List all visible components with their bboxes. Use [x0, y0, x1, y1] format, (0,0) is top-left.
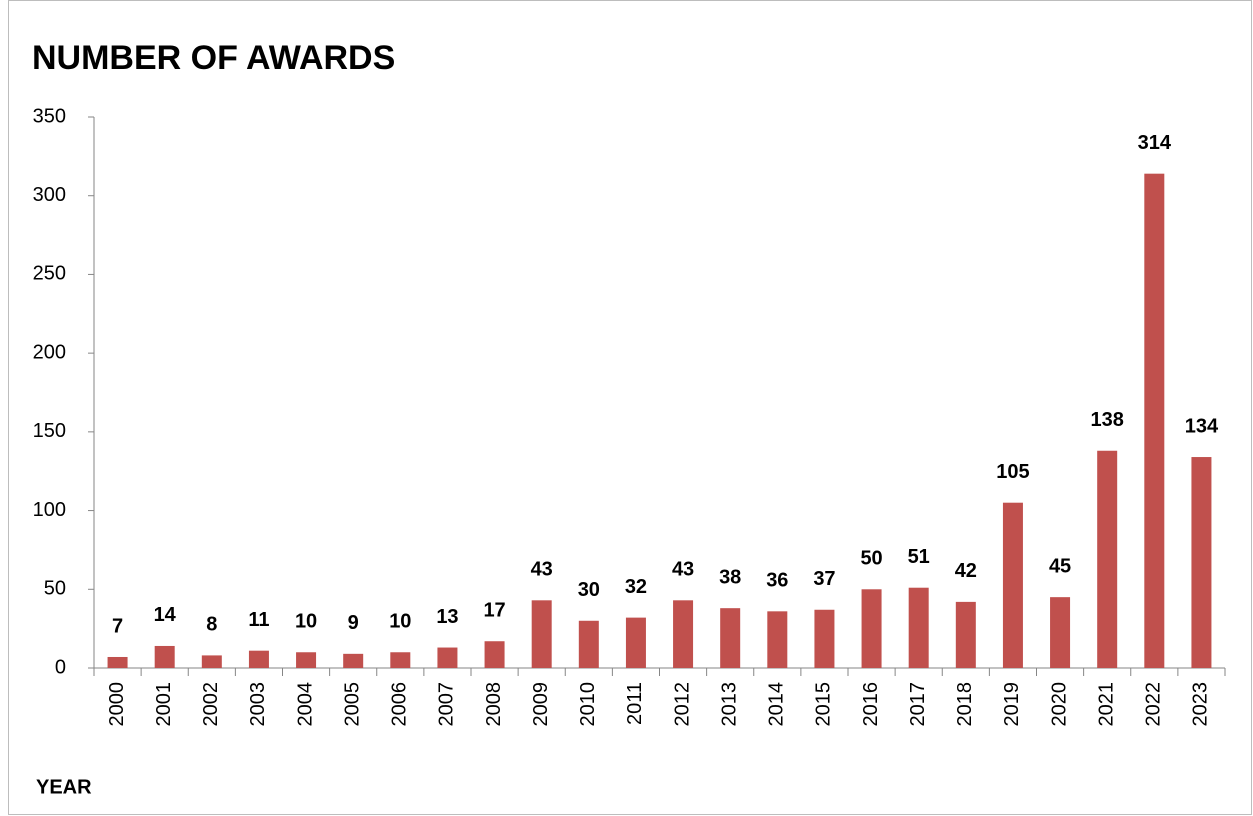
data-label: 10: [389, 611, 411, 633]
chart-title: NUMBER OF AWARDS: [32, 39, 395, 77]
bar: [625, 617, 646, 668]
bar: [248, 650, 269, 668]
bar: [201, 655, 222, 668]
bar: [390, 652, 411, 668]
y-tick-label: 300: [33, 184, 66, 206]
x-tick-label: 2015: [813, 682, 835, 727]
bar: [1191, 457, 1212, 668]
bar: [578, 620, 599, 668]
data-label: 134: [1185, 415, 1219, 437]
y-tick-label: 200: [33, 341, 66, 363]
bar: [1002, 502, 1023, 668]
x-tick-label: 2020: [1048, 682, 1070, 727]
bar: [814, 609, 835, 668]
data-label: 50: [860, 548, 882, 570]
bar: [484, 641, 505, 668]
y-tick-label: 50: [44, 578, 66, 600]
x-tick-label: 2022: [1143, 682, 1165, 727]
x-tick-label: 2013: [718, 682, 740, 727]
bar: [1050, 597, 1071, 668]
bar: [437, 647, 458, 668]
data-label: 9: [348, 612, 359, 634]
y-tick-label: 100: [33, 499, 66, 521]
bar: [296, 652, 317, 668]
bar: [1097, 450, 1118, 668]
x-tick-label: 2008: [483, 682, 505, 727]
x-tick-label: 2016: [860, 682, 882, 727]
x-tick-label: 2006: [389, 682, 411, 727]
x-tick-label: 2017: [907, 682, 929, 727]
bar: [343, 653, 364, 668]
bar: [673, 600, 694, 668]
x-tick-label: 2018: [954, 682, 976, 727]
data-label: 45: [1049, 555, 1071, 577]
x-tick-label: 2001: [153, 682, 175, 727]
data-label: 14: [154, 604, 177, 626]
x-tick-label: 2003: [247, 682, 269, 727]
x-tick-label: 2000: [106, 682, 128, 727]
bar: [908, 587, 929, 668]
data-label: 43: [672, 559, 694, 581]
data-label: 42: [955, 560, 977, 582]
data-label: 51: [908, 546, 930, 568]
data-label: 17: [483, 600, 505, 622]
data-label: 13: [436, 606, 458, 628]
x-tick-label: 2010: [577, 682, 599, 727]
x-tick-label: 2005: [341, 682, 363, 727]
bar: [955, 601, 976, 668]
data-label: 7: [112, 615, 123, 637]
y-tick-label: 350: [33, 105, 66, 127]
y-tick-label: 250: [33, 263, 66, 285]
bar: [720, 608, 741, 668]
data-label: 10: [295, 611, 317, 633]
bar: [767, 611, 788, 668]
x-axis-label: YEAR: [36, 776, 92, 798]
data-label: 8: [206, 614, 217, 636]
x-tick-label: 2004: [294, 682, 316, 727]
data-label: 43: [531, 559, 553, 581]
y-tick-label: 0: [55, 656, 66, 678]
x-tick-label: 2007: [436, 682, 458, 727]
bar: [107, 656, 128, 668]
x-tick-label: 2021: [1095, 682, 1117, 727]
x-tick-label: 2023: [1190, 682, 1212, 727]
bar: [154, 645, 175, 668]
data-label: 138: [1091, 409, 1124, 431]
x-tick-label: 2009: [530, 682, 552, 727]
y-tick-label: 150: [33, 420, 66, 442]
data-label: 105: [996, 461, 1029, 483]
bar: [531, 600, 552, 668]
chart-border: [8, 0, 1252, 815]
x-tick-label: 2014: [766, 682, 788, 727]
data-label: 37: [813, 568, 835, 590]
data-label: 36: [766, 570, 788, 592]
bar: [1144, 173, 1165, 668]
bar: [861, 589, 882, 668]
x-tick-label: 2002: [200, 682, 222, 727]
x-tick-label: 2011: [624, 682, 646, 725]
x-tick-label: 2012: [671, 682, 693, 727]
data-label: 38: [719, 566, 741, 588]
x-tick-label: 2019: [1001, 682, 1023, 727]
data-label: 30: [578, 579, 600, 601]
data-label: 32: [625, 576, 647, 598]
data-label: 314: [1138, 132, 1172, 154]
data-label: 11: [248, 609, 269, 631]
